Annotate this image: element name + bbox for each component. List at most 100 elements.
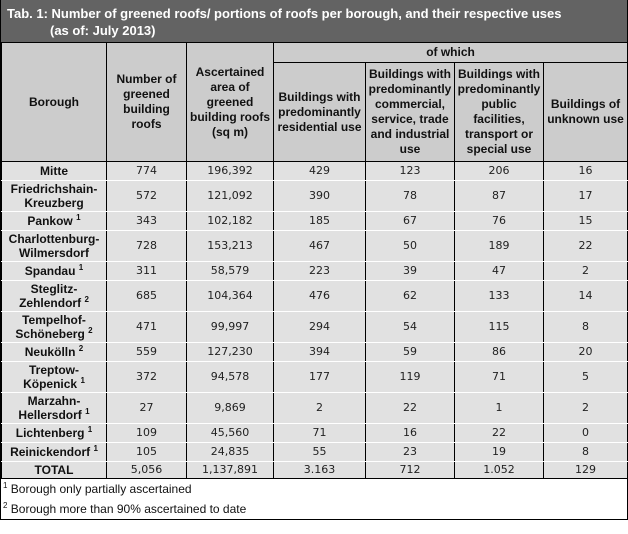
table-row: Neukölln 2 559 127,230 394 59 86 20	[1, 342, 628, 362]
data-table: Borough Number of greened building roofs…	[1, 42, 628, 479]
borough-cell: Marzahn-Hellersdorf 1	[1, 392, 107, 424]
public-cell: 76	[454, 211, 544, 231]
table-row: Treptow-Köpenick 1 372 94,578 177 119 71 5	[1, 361, 628, 393]
total-residential-cell: 3.163	[273, 461, 366, 479]
commercial-cell: 119	[365, 361, 455, 393]
table-row: Steglitz-Zehlendorf 2 685 104,364 476 62 133 1…	[1, 280, 628, 312]
table-row: Friedrichshain-Kreuzberg 572 121,092 390 78…	[1, 180, 628, 212]
commercial-cell: 23	[365, 442, 455, 462]
header-unknown: Buildings of unknown use	[542, 62, 628, 162]
public-cell: 1	[454, 392, 544, 424]
commercial-cell: 59	[365, 342, 455, 362]
residential-cell: 294	[273, 311, 366, 343]
header-commercial: Buildings with predominantly commercial,…	[365, 62, 455, 162]
footnote-mark: 2	[3, 501, 8, 510]
table-row: Pankow 1 343 102,182 185 67 76 15	[1, 211, 628, 231]
unknown-cell: 15	[542, 211, 628, 231]
title-line-2: (as of: July 2013)	[50, 23, 156, 38]
borough-name: Mitte	[40, 164, 68, 178]
number-cell: 27	[106, 392, 187, 424]
borough-cell: Tempelhof-Schöneberg 2	[1, 311, 107, 343]
unknown-cell: 20	[542, 342, 628, 362]
number-cell: 105	[106, 442, 187, 462]
residential-cell: 390	[273, 180, 366, 212]
commercial-cell: 123	[365, 161, 455, 181]
number-cell: 311	[106, 261, 187, 281]
residential-cell: 185	[273, 211, 366, 231]
footnote-ref: 1	[85, 407, 90, 416]
header-number: Number of greened building roofs	[106, 42, 187, 162]
residential-cell: 55	[273, 442, 366, 462]
area-cell: 94,578	[186, 361, 274, 393]
number-cell: 774	[106, 161, 187, 181]
table-row: Tempelhof-Schöneberg 2 471 99,997 294 54 115 8	[1, 311, 628, 343]
public-cell: 86	[454, 342, 544, 362]
borough-cell: Reinickendorf 1	[1, 442, 107, 462]
title-line-1: Tab. 1: Number of greened roofs/ portion…	[7, 6, 562, 21]
total-row: TOTAL 5,056 1,137,891 3.163 712 1.052 129	[1, 461, 628, 479]
public-cell: 47	[454, 261, 544, 281]
table-row: Lichtenberg 1 109 45,560 71 16 22 0	[1, 423, 628, 443]
public-cell: 133	[454, 280, 544, 312]
residential-cell: 2	[273, 392, 366, 424]
borough-name: Treptow-Köpenick	[23, 363, 79, 391]
footnotes: 1 Borough only partially ascertained 2 B…	[1, 479, 627, 519]
residential-cell: 71	[273, 423, 366, 443]
total-public-cell: 1.052	[454, 461, 544, 479]
table-row: Charlottenburg-Wilmersdorf 728 153,213 467…	[1, 230, 628, 262]
footnote-2: 2 Borough more than 90% ascertained to d…	[3, 499, 625, 519]
footnote-mark: 1	[3, 481, 8, 490]
area-cell: 99,997	[186, 311, 274, 343]
residential-cell: 429	[273, 161, 366, 181]
borough-name: Reinickendorf	[10, 445, 91, 459]
borough-name: Steglitz-Zehlendorf	[19, 282, 82, 310]
borough-name: Spandau	[24, 264, 76, 278]
public-cell: 189	[454, 230, 544, 262]
unknown-cell: 8	[542, 442, 628, 462]
area-cell: 58,579	[186, 261, 274, 281]
total-unknown-cell: 129	[542, 461, 628, 479]
footnote-ref: 1	[76, 213, 81, 222]
table-row: Spandau 1 311 58,579 223 39 47 2	[1, 261, 628, 281]
borough-cell: Pankow 1	[1, 211, 107, 231]
commercial-cell: 22	[365, 392, 455, 424]
footnote-ref: 1	[80, 376, 85, 385]
footnote-ref: 1	[78, 263, 84, 272]
number-cell: 471	[106, 311, 187, 343]
footnote-ref: 1	[93, 444, 98, 453]
greened-roofs-table-container: Tab. 1: Number of greened roofs/ portion…	[0, 0, 628, 520]
footnote-ref: 2	[88, 326, 93, 335]
area-cell: 45,560	[186, 423, 274, 443]
commercial-cell: 62	[365, 280, 455, 312]
total-number-cell: 5,056	[106, 461, 187, 479]
residential-cell: 476	[273, 280, 366, 312]
area-cell: 127,230	[186, 342, 274, 362]
unknown-cell: 22	[542, 230, 628, 262]
unknown-cell: 16	[542, 161, 628, 181]
table-row: Mitte 774 196,392 429 123 206 16	[1, 161, 628, 181]
area-cell: 24,835	[186, 442, 274, 462]
public-cell: 87	[454, 180, 544, 212]
footnote-ref: 1	[87, 425, 93, 434]
area-cell: 104,364	[186, 280, 274, 312]
header-of-which: of which	[272, 42, 628, 63]
borough-cell: Lichtenberg 1	[1, 423, 107, 443]
residential-cell: 177	[273, 361, 366, 393]
public-cell: 71	[454, 361, 544, 393]
table-body: Mitte 774 196,392 429 123 206 16 Friedrichshai…	[1, 161, 628, 479]
area-cell: 121,092	[186, 180, 274, 212]
footnote-ref: 2	[84, 295, 89, 304]
unknown-cell: 5	[542, 361, 628, 393]
residential-cell: 394	[273, 342, 366, 362]
borough-name: Marzahn-Hellersdorf	[18, 394, 82, 422]
borough-name: Friedrichshain-Kreuzberg	[10, 182, 98, 210]
header-borough: Borough	[1, 42, 107, 162]
commercial-cell: 50	[365, 230, 455, 262]
number-cell: 728	[106, 230, 187, 262]
unknown-cell: 8	[542, 311, 628, 343]
borough-name: Pankow	[27, 214, 73, 228]
header-area: Ascertained area of greened building roo…	[186, 42, 274, 162]
borough-cell: Spandau 1	[1, 261, 107, 281]
commercial-cell: 67	[365, 211, 455, 231]
unknown-cell: 2	[542, 261, 628, 281]
